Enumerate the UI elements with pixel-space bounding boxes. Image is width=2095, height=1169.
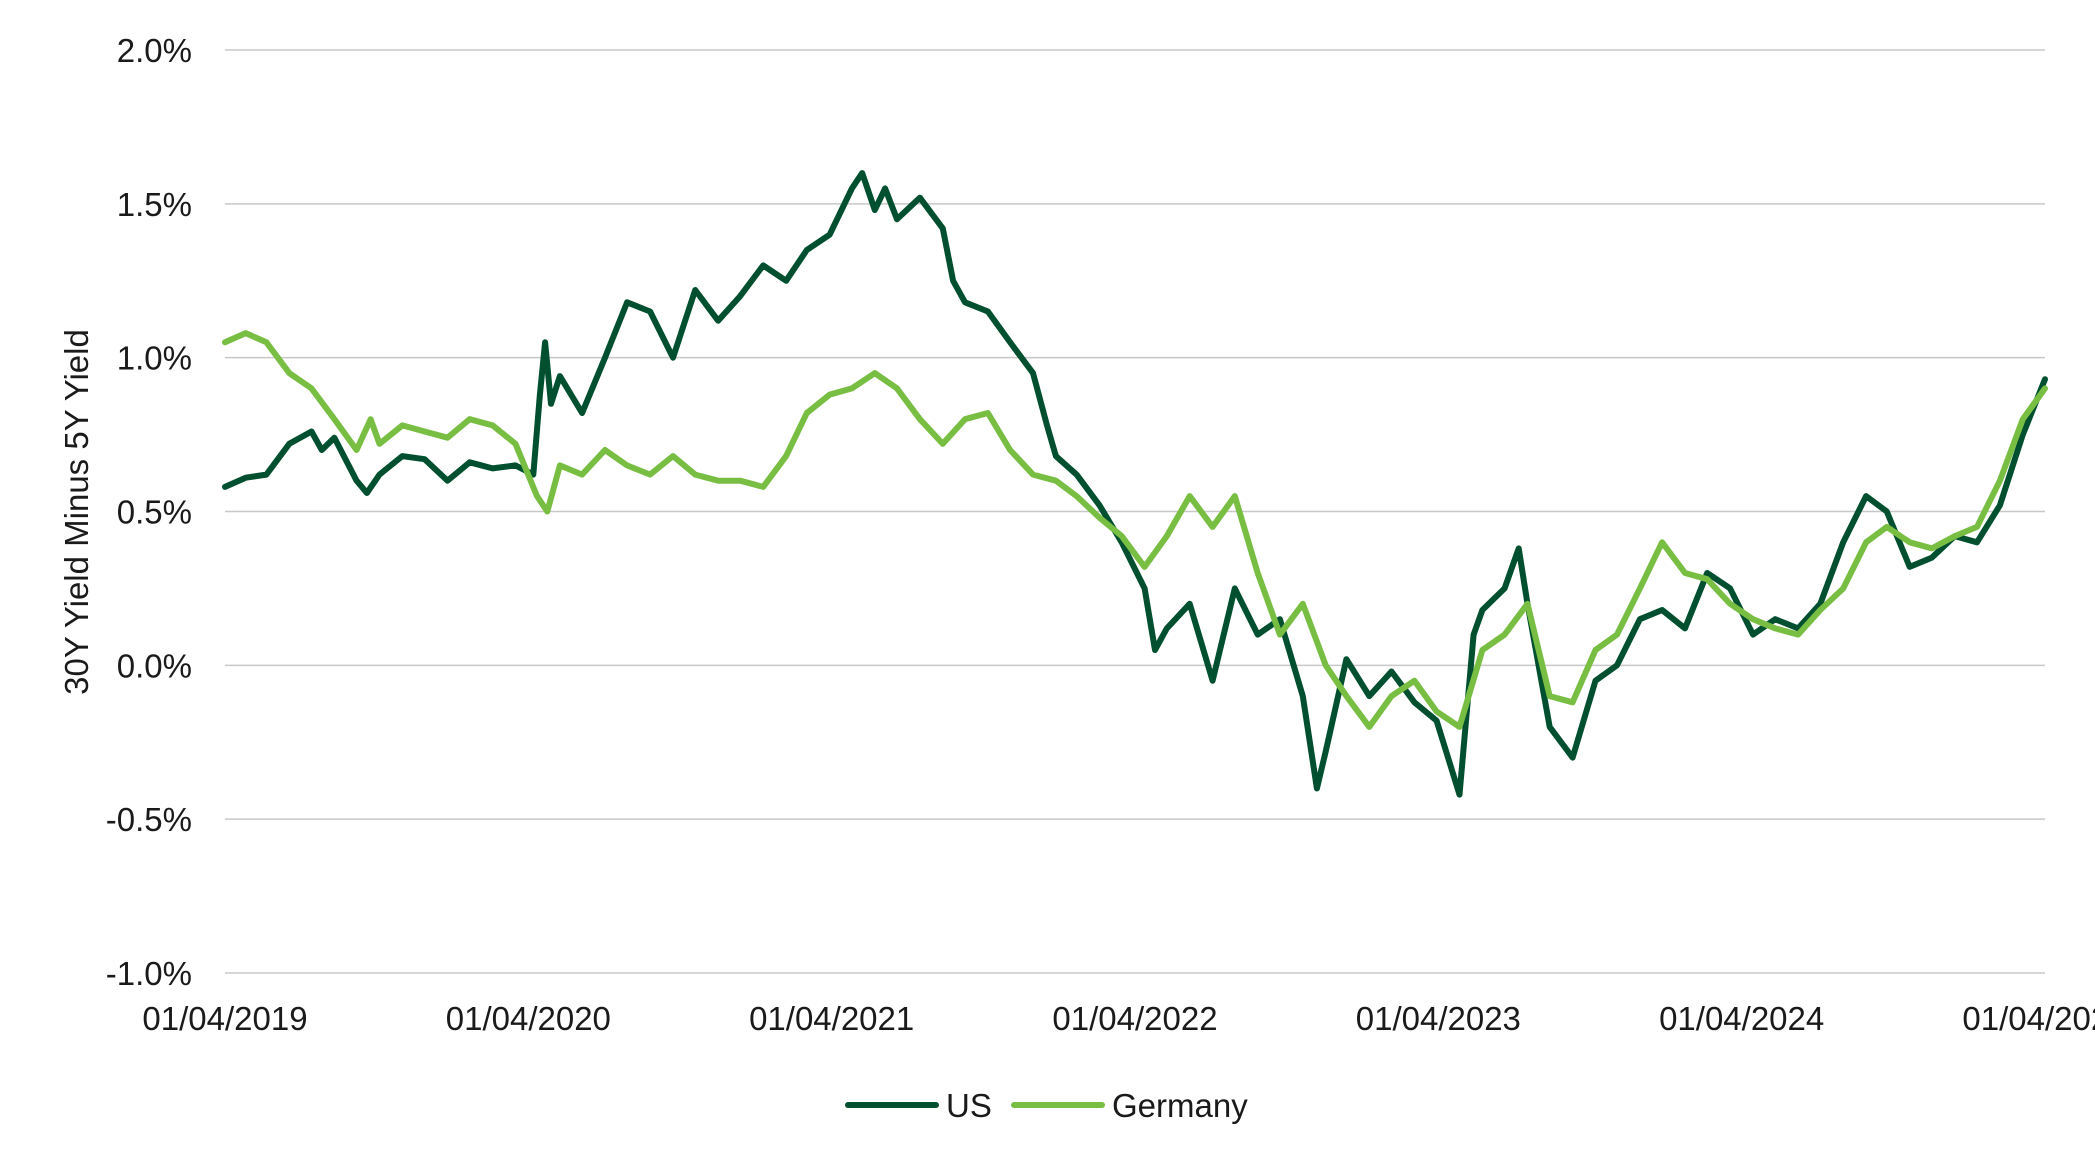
y-tick-label: 0.5% bbox=[117, 494, 192, 531]
x-tick-label: 01/04/2019 bbox=[142, 1000, 307, 1037]
gridlines bbox=[225, 49, 2045, 974]
x-tick-label: 01/04/2024 bbox=[1659, 1000, 1824, 1037]
y-tick-label: 2.0% bbox=[117, 32, 192, 69]
x-tick-labels: 01/04/2019 01/04/2020 01/04/2021 01/04/2022… bbox=[142, 1000, 2095, 1037]
y-axis-title: 30Y Yield Minus 5Y Yield bbox=[58, 329, 95, 695]
y-tick-label: 1.0% bbox=[117, 340, 192, 377]
y-tick-labels: 2.0% 1.5% 1.0% 0.5% 0.0% -0.5% -1.0% bbox=[106, 32, 192, 992]
y-tick-label: 1.5% bbox=[117, 186, 192, 223]
series-line-us bbox=[222, 170, 2048, 798]
x-tick-label: 01/04/2020 bbox=[446, 1000, 611, 1037]
x-tick-label: 01/04/2021 bbox=[749, 1000, 914, 1037]
y-tick-label: -0.5% bbox=[106, 801, 192, 838]
y-tick-label: 0.0% bbox=[117, 647, 192, 684]
y-tick-label: -1.0% bbox=[106, 955, 192, 992]
legend-label-us: US bbox=[946, 1087, 992, 1124]
x-tick-label: 01/04/2025 bbox=[1962, 1000, 2095, 1037]
legend-label-germany: Germany bbox=[1112, 1087, 1248, 1124]
legend: US Germany bbox=[845, 1087, 1248, 1124]
x-tick-label: 01/04/2023 bbox=[1356, 1000, 1521, 1037]
series-line-germany bbox=[222, 330, 2048, 730]
series-lines bbox=[222, 170, 2048, 798]
x-tick-label: 01/04/2022 bbox=[1052, 1000, 1217, 1037]
